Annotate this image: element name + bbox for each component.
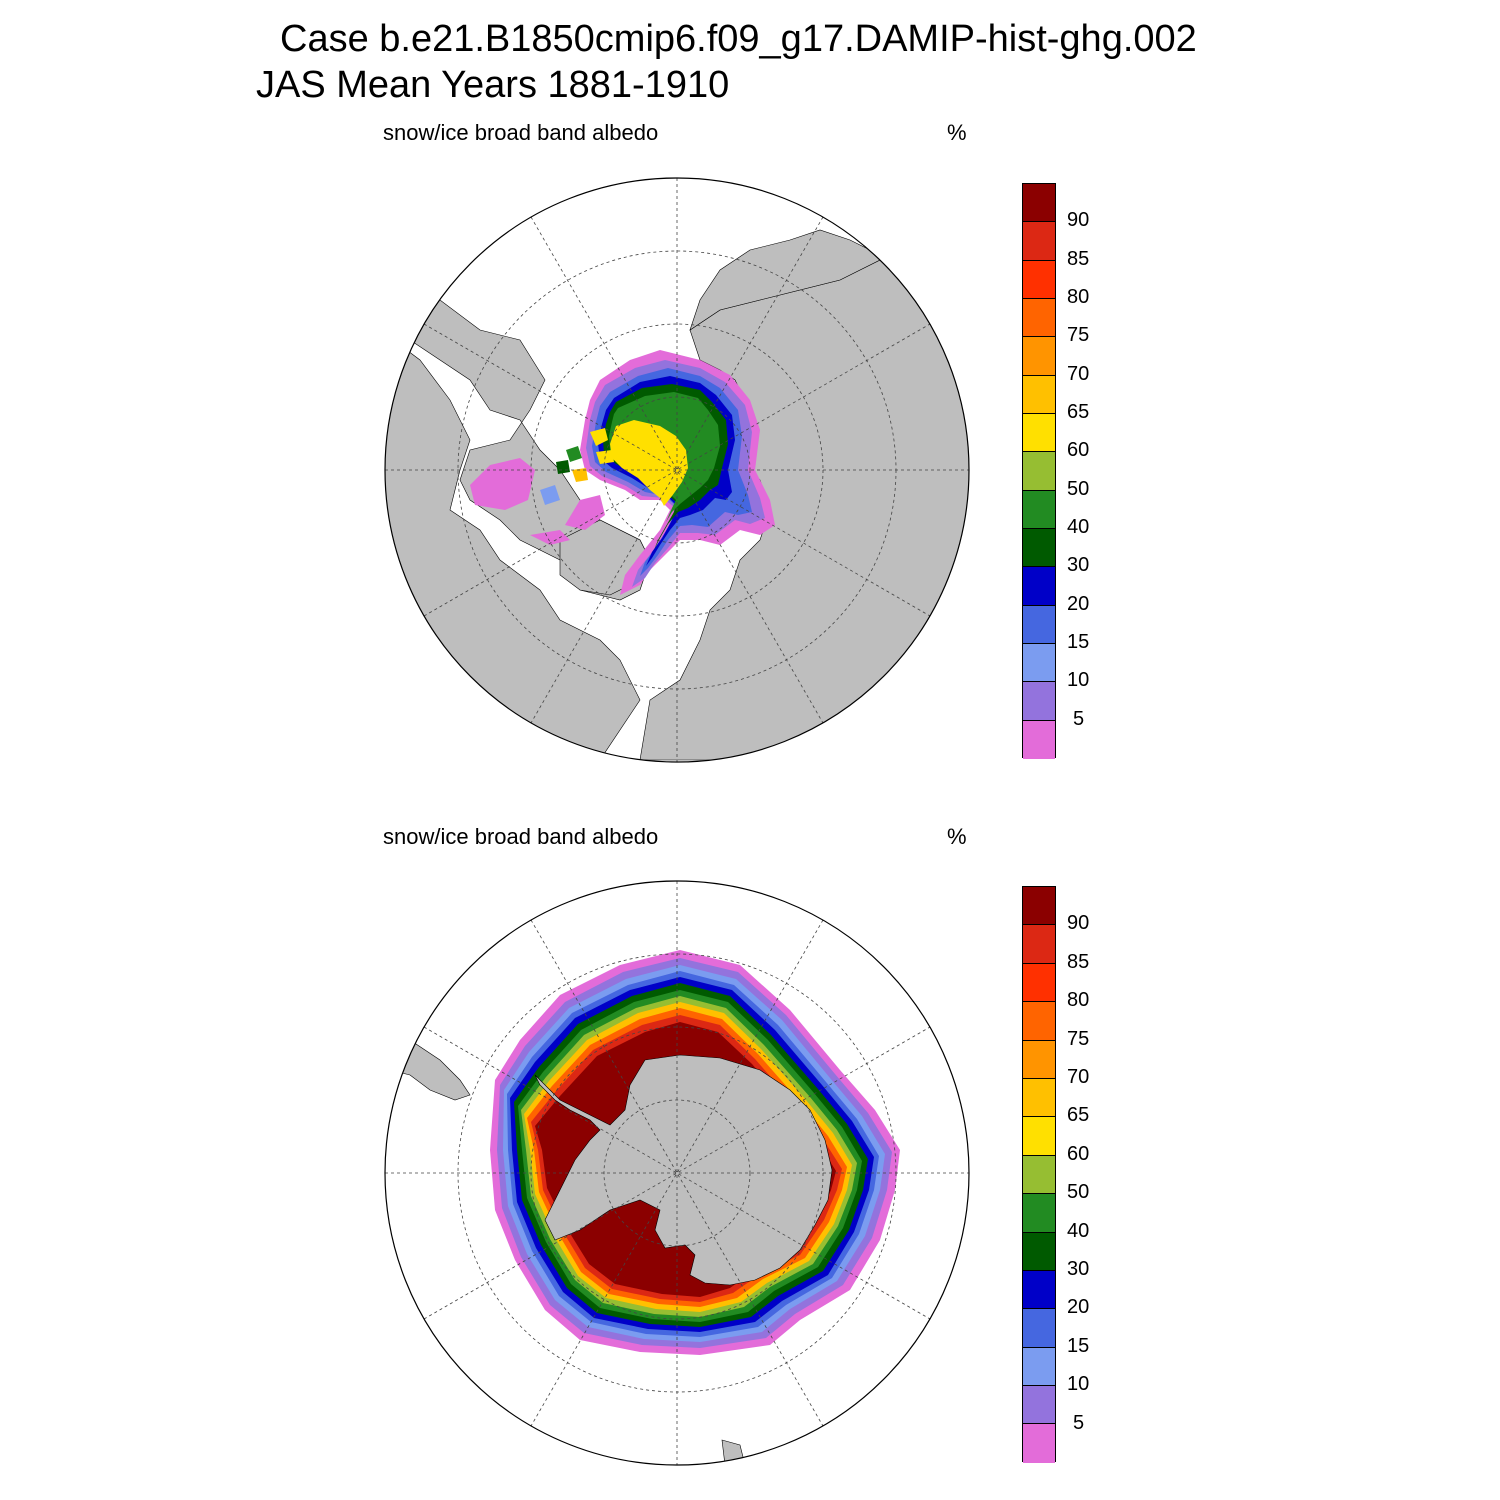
colorbar-tick-label: 50 <box>1067 477 1090 500</box>
figure-title-case: Case b.e21.B1850cmip6.f09_g17.DAMIP-hist… <box>280 18 1197 60</box>
colorbar-tick-label: 90 <box>1067 209 1090 232</box>
colorbar-box <box>1023 1386 1055 1425</box>
baffin-ice-band-5 <box>565 495 605 530</box>
colorbar-tick-label: 30 <box>1067 1258 1090 1280</box>
colorbar-box <box>1023 260 1055 299</box>
colorbar-tick-label: 75 <box>1067 324 1090 347</box>
north-sea-ice <box>470 350 775 595</box>
colorbar-box <box>1023 643 1055 683</box>
south-panel-title: snow/ice broad band albedo <box>383 824 659 849</box>
labrador-ice-band-5 <box>530 530 570 545</box>
north-map-border <box>384 177 970 763</box>
colorbar-box <box>1023 1424 1055 1463</box>
colorbar-box <box>1023 925 1055 964</box>
colorbar-box <box>1023 490 1055 529</box>
archipelago-ice-50 <box>566 446 582 462</box>
figure-title-season: JAS Mean Years 1881-1910 <box>256 64 730 106</box>
colorbar-tick-label: 30 <box>1067 554 1090 577</box>
colorbar-tick-label: 65 <box>1067 401 1090 423</box>
colorbar-tick-label: 60 <box>1067 1142 1090 1165</box>
colorbar-tick-label: 15 <box>1067 1334 1090 1357</box>
south-graticule <box>385 881 969 1465</box>
colorbar-tick-label: 75 <box>1067 1027 1090 1050</box>
colorbar-box <box>1023 1117 1055 1156</box>
colorbar-box <box>1023 1347 1055 1387</box>
colorbar-box <box>1023 1309 1055 1348</box>
colorbar-box <box>1023 298 1055 338</box>
colorbar-tick-label: 10 <box>1067 669 1090 692</box>
colorbar-tick-label: 50 <box>1067 1181 1090 1204</box>
colorbar-tick-label: 20 <box>1067 1296 1090 1319</box>
colorbar-tick-label: 10 <box>1067 1373 1090 1396</box>
colorbar-tick-label: 5 <box>1073 1411 1085 1434</box>
colorbar-box <box>1023 1040 1055 1079</box>
colorbar-tick-label: 15 <box>1067 631 1090 653</box>
colorbar-box <box>1023 222 1055 261</box>
colorbar-tick-label: 5 <box>1073 707 1085 730</box>
colorbar-tick-label: 80 <box>1067 286 1090 308</box>
archipelago-ice-65 <box>572 468 588 482</box>
colorbar-tick-label: 90 <box>1067 912 1090 935</box>
north-colorbar <box>1022 183 1056 759</box>
north-graticule <box>385 178 969 762</box>
colorbar-tick-label: 60 <box>1067 439 1090 462</box>
hudson-ice-band-5 <box>470 458 535 510</box>
colorbar-tick-label: 85 <box>1067 950 1090 973</box>
colorbar-box <box>1023 963 1055 1003</box>
chukotka-land <box>689 229 881 331</box>
colorbar-tick-label: 85 <box>1067 247 1090 270</box>
colorbar-box <box>1023 528 1055 568</box>
colorbar-box <box>1023 1194 1055 1233</box>
colorbar-box <box>1023 887 1055 926</box>
north-polar-map <box>384 177 970 763</box>
colorbar-box <box>1023 375 1055 414</box>
colorbar-box <box>1023 1155 1055 1195</box>
colorbar-box <box>1023 1078 1055 1118</box>
archipelago-ice-60 <box>590 428 608 446</box>
colorbar-tick-label: 70 <box>1067 1066 1090 1088</box>
archipelago-ice-30 <box>556 460 570 474</box>
north-panel-title: snow/ice broad band albedo <box>383 120 659 145</box>
colorbar-tick-label: 65 <box>1067 1104 1090 1127</box>
colorbar-tick-label: 40 <box>1067 516 1090 538</box>
colorbar-box <box>1023 337 1055 376</box>
south-panel-units: % <box>947 824 967 849</box>
colorbar-box <box>1023 452 1055 491</box>
south-map-border <box>384 880 970 1466</box>
north-panel-units: % <box>947 120 967 145</box>
south-colorbar <box>1022 886 1056 1463</box>
channel-ice-band-15 <box>540 485 560 505</box>
colorbar-tick-label: 70 <box>1067 362 1090 385</box>
colorbar-tick-label: 20 <box>1067 592 1090 615</box>
colorbar-box <box>1023 1232 1055 1271</box>
colorbar-box <box>1023 605 1055 644</box>
colorbar-box <box>1023 682 1055 721</box>
colorbar-box <box>1023 567 1055 606</box>
colorbar-box <box>1023 720 1055 759</box>
colorbar-tick-label: 80 <box>1067 989 1090 1012</box>
colorbar-tick-label: 40 <box>1067 1219 1090 1242</box>
colorbar-box <box>1023 413 1055 453</box>
antarctica-land <box>534 1054 833 1286</box>
south-polar-map <box>384 880 970 1466</box>
colorbar-box <box>1023 1270 1055 1310</box>
colorbar-box <box>1023 1002 1055 1041</box>
colorbar-box <box>1023 184 1055 223</box>
